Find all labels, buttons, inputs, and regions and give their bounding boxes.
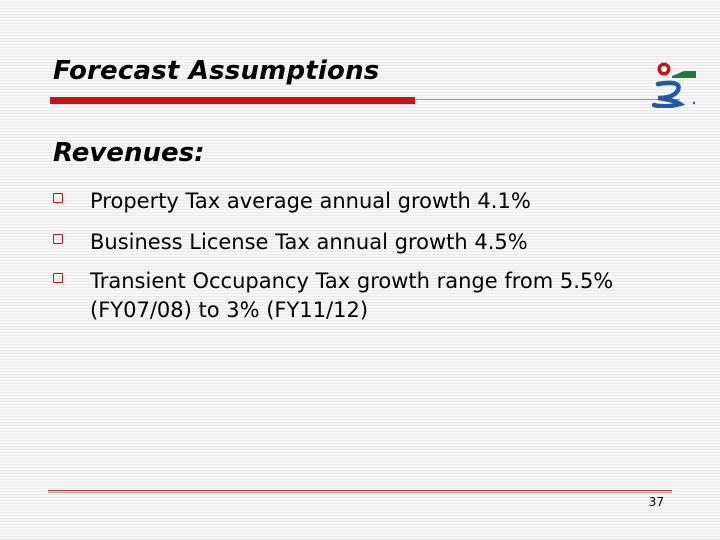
page-number: 37 — [648, 495, 664, 509]
bullet-text: Transient Occupancy Tax growth range fro… — [90, 269, 614, 322]
bullet-text: Business License Tax annual growth 4.5% — [90, 230, 528, 254]
footer-rule-accent — [48, 490, 672, 491]
hollow-square-bullet-icon — [53, 273, 63, 283]
footer-rule — [48, 492, 672, 493]
slide-title: Forecast Assumptions — [53, 56, 380, 86]
section-heading: Revenues: — [53, 138, 205, 168]
hollow-square-bullet-icon — [53, 193, 63, 203]
city-logo-icon — [652, 62, 696, 108]
bullet-text: Property Tax average annual growth 4.1% — [90, 189, 531, 213]
title-underline-rule — [415, 99, 680, 100]
title-underline-accent — [50, 97, 415, 104]
hollow-square-bullet-icon — [53, 234, 63, 244]
